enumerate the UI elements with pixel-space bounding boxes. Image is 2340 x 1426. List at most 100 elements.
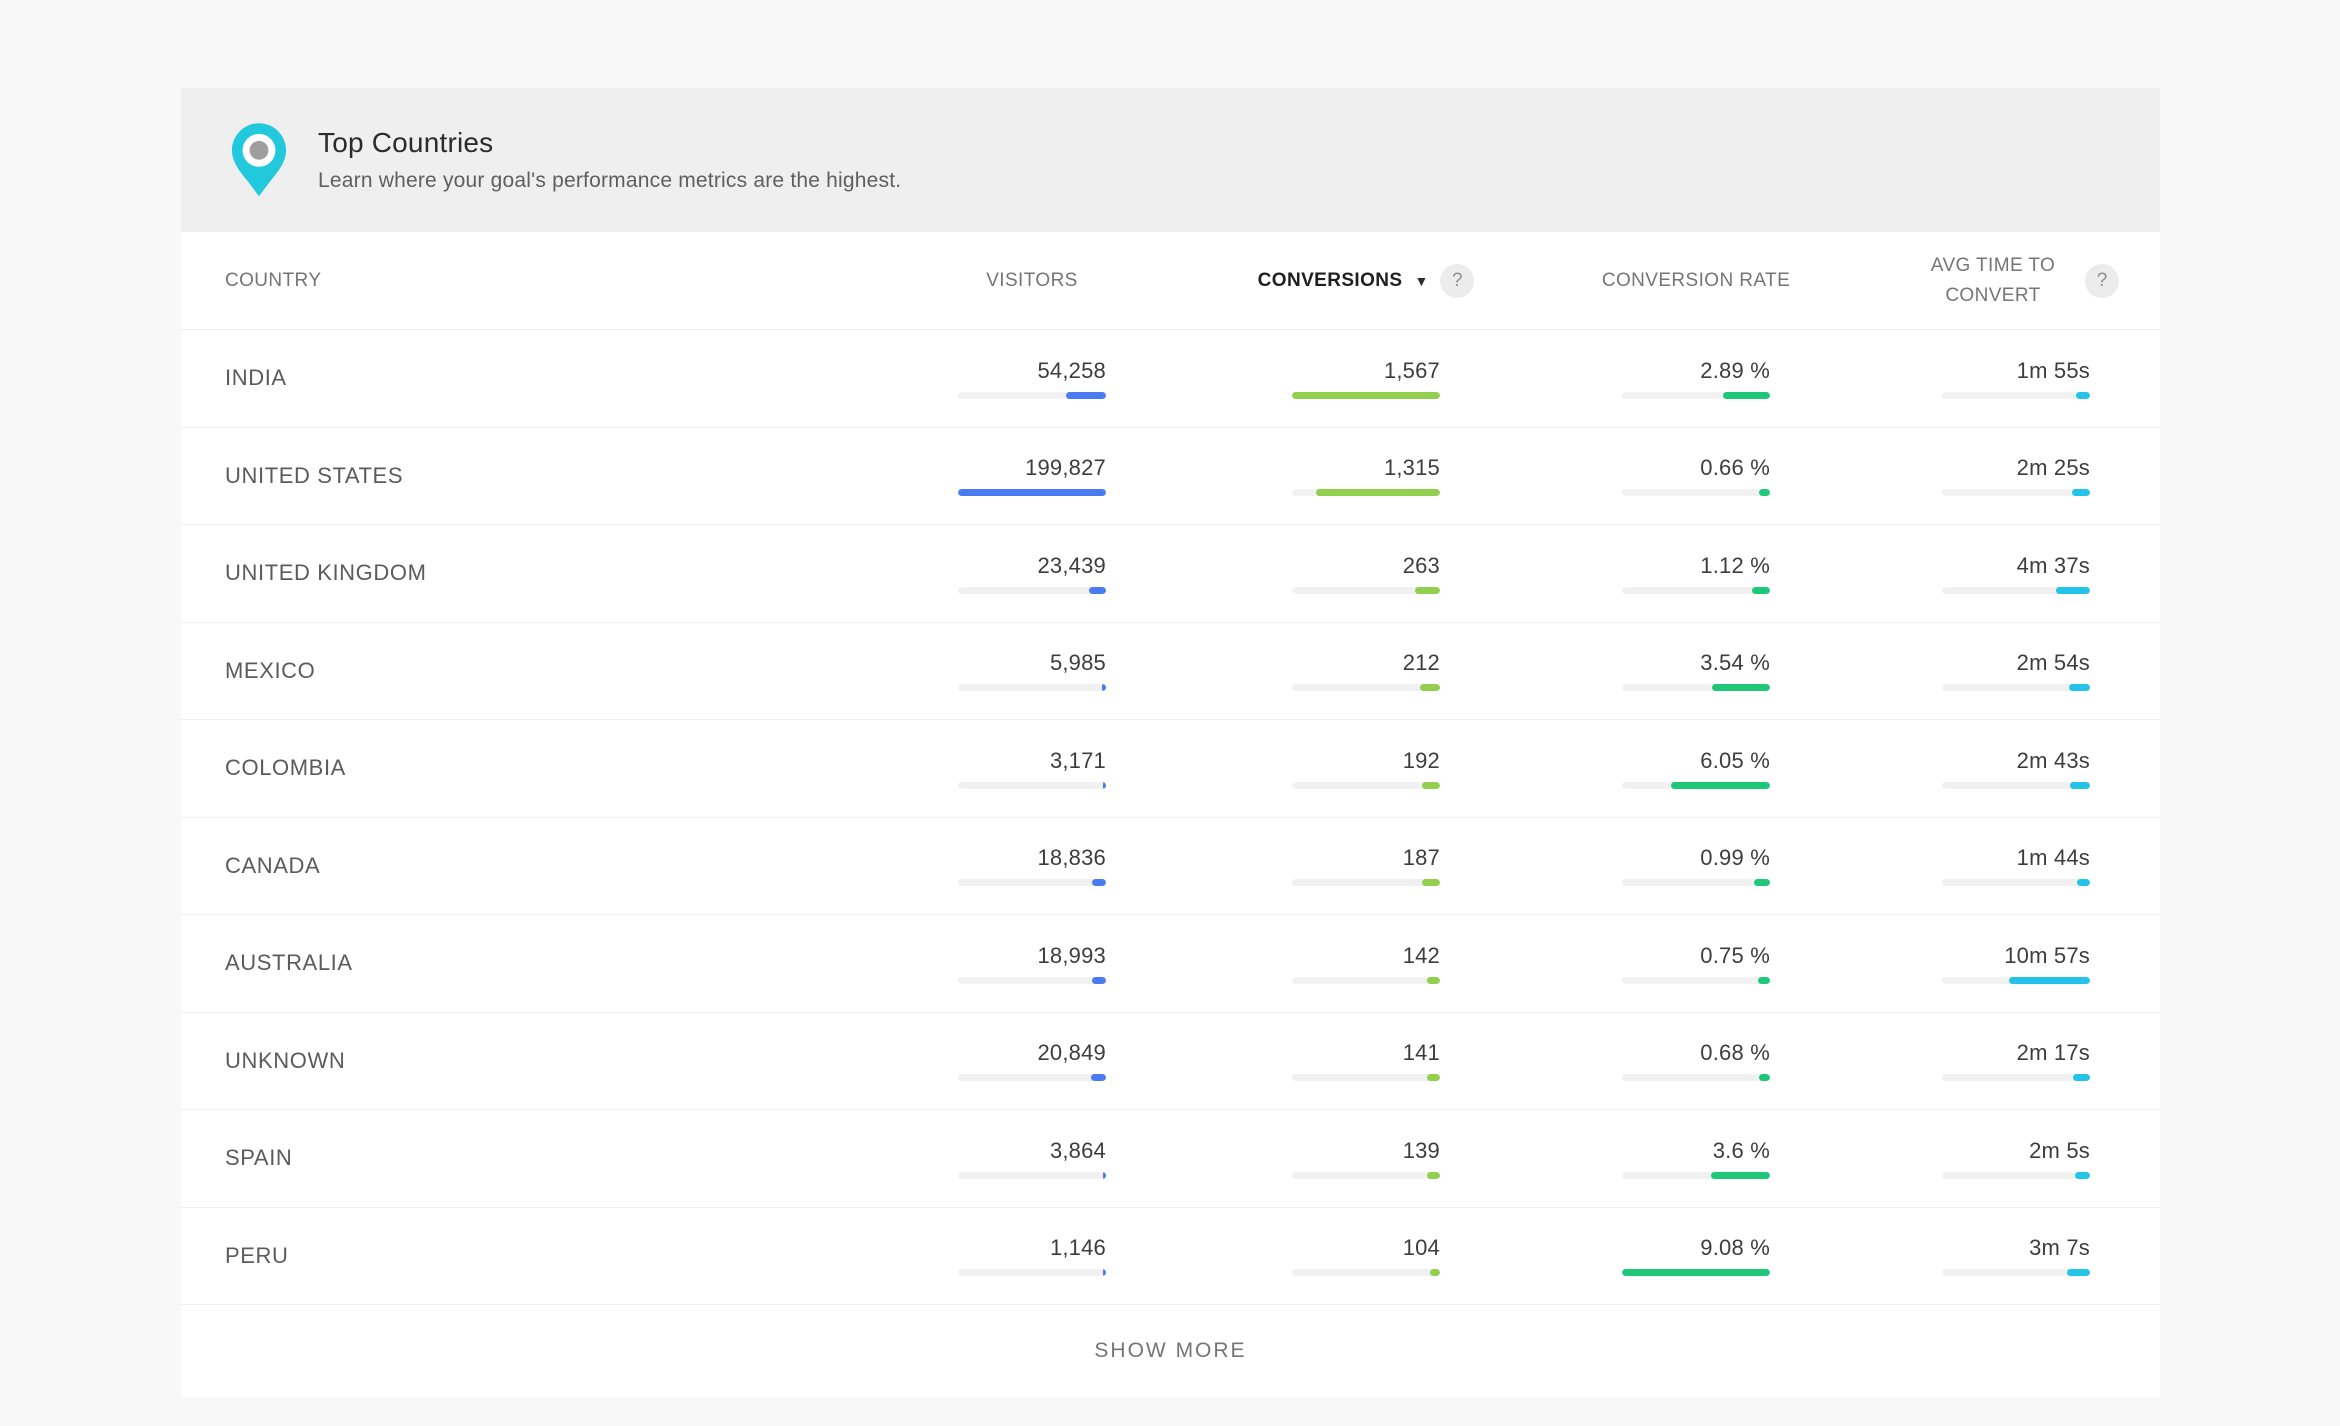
conversions-value: 192 xyxy=(1402,747,1440,773)
country-name: MEXICO xyxy=(225,657,316,683)
avg-time-value: 2m 17s xyxy=(2016,1040,2090,1066)
top-countries-card: Top Countries Learn where your goal's pe… xyxy=(181,88,2160,1397)
conversions-cell: 187 xyxy=(1292,845,1440,887)
visitors-value: 20,849 xyxy=(1037,1040,1106,1066)
conversion-rate-value: 2.89 % xyxy=(1700,357,1770,383)
conversion-rate-bar-track xyxy=(1622,391,1770,399)
country-name: UNITED KINGDOM xyxy=(225,560,427,586)
visitors-bar-fill xyxy=(1091,976,1106,984)
table-row: UNITED KINGDOM 23,439 263 1.12 % 4m 37s xyxy=(181,525,2160,623)
conversions-bar-fill xyxy=(1426,976,1440,984)
conversion-rate-bar-track xyxy=(1622,489,1770,497)
conversions-cell: 104 xyxy=(1292,1235,1440,1277)
conversion-rate-cell: 2.89 % xyxy=(1622,358,1770,399)
avg-time-bar-track xyxy=(1942,489,2090,497)
avg-time-cell: 2m 25s xyxy=(1942,455,2090,497)
avg-time-bar-fill xyxy=(2066,1269,2090,1277)
visitors-cell: 18,993 xyxy=(958,943,1106,984)
conversions-cell: 142 xyxy=(1292,943,1440,984)
conversion-rate-bar-track xyxy=(1622,1269,1770,1277)
conversions-bar-fill xyxy=(1420,684,1440,692)
conversions-value: 1,567 xyxy=(1383,357,1440,383)
avg-time-bar-track xyxy=(1942,1171,2090,1179)
avg-time-bar-fill xyxy=(2077,879,2090,887)
conversion-rate-bar-fill xyxy=(1757,976,1770,984)
conversion-rate-value: 0.68 % xyxy=(1700,1040,1770,1066)
column-header-visitors[interactable]: VISITORS xyxy=(986,269,1078,291)
avg-time-bar-fill xyxy=(2069,781,2090,789)
conversion-rate-value: 3.6 % xyxy=(1712,1137,1770,1163)
visitors-bar-track xyxy=(958,1269,1106,1277)
visitors-bar-track xyxy=(958,391,1106,399)
conversion-rate-bar-fill xyxy=(1712,684,1770,692)
visitors-cell: 5,985 xyxy=(958,650,1106,692)
visitors-value: 3,171 xyxy=(1049,747,1106,773)
avg-time-value: 4m 37s xyxy=(2016,552,2090,578)
visitors-bar-track xyxy=(958,489,1106,497)
country-name: CANADA xyxy=(225,852,321,878)
visitors-value: 18,993 xyxy=(1037,942,1106,968)
conversion-rate-cell: 6.05 % xyxy=(1622,748,1770,789)
avg-time-value: 1m 44s xyxy=(2016,845,2090,871)
conversions-cell: 263 xyxy=(1292,553,1440,594)
avg-time-bar-track xyxy=(1942,1074,2090,1082)
conversion-rate-cell: 9.08 % xyxy=(1622,1235,1770,1277)
conversion-rate-bar-fill xyxy=(1671,781,1770,789)
visitors-bar-fill xyxy=(1103,781,1106,789)
conversion-rate-bar-fill xyxy=(1751,586,1770,594)
table-row: SPAIN 3,864 139 3.6 % 2m 5s xyxy=(181,1110,2160,1208)
conversions-value: 139 xyxy=(1402,1137,1440,1163)
table-row: MEXICO 5,985 212 3.54 % 2m 54s xyxy=(181,623,2160,720)
conversions-bar-track xyxy=(1292,781,1440,789)
column-header-avg-time[interactable]: AVG TIME TO CONVERT ? xyxy=(1931,251,2119,310)
conversion-rate-bar-fill xyxy=(1722,391,1770,399)
avg-time-value: 1m 55s xyxy=(2016,357,2090,383)
conversion-rate-bar-track xyxy=(1622,781,1770,789)
country-name: COLOMBIA xyxy=(225,755,346,781)
avg-time-bar-track xyxy=(1942,391,2090,399)
avg-time-bar-track xyxy=(1942,684,2090,692)
conversion-rate-bar-track xyxy=(1622,976,1770,984)
conversion-rate-value: 0.99 % xyxy=(1700,845,1770,871)
column-header-conversion-rate[interactable]: CONVERSION RATE xyxy=(1601,269,1791,291)
country-name: PERU xyxy=(225,1242,289,1268)
visitors-bar-fill xyxy=(1065,391,1106,399)
avg-time-value: 2m 54s xyxy=(2016,650,2090,676)
conversions-value: 141 xyxy=(1402,1040,1440,1066)
country-name: SPAIN xyxy=(225,1145,293,1171)
visitors-bar-track xyxy=(958,879,1106,887)
avg-time-help-icon[interactable]: ? xyxy=(2085,263,2119,298)
visitors-bar-track xyxy=(958,684,1106,692)
conversions-value: 187 xyxy=(1402,845,1440,871)
conversions-bar-track xyxy=(1292,489,1440,497)
conversions-bar-fill xyxy=(1430,1269,1440,1277)
avg-time-bar-fill xyxy=(2074,1171,2090,1179)
country-name: AUSTRALIA xyxy=(225,950,353,976)
conversion-rate-bar-track xyxy=(1622,586,1770,594)
conversion-rate-value: 1.12 % xyxy=(1700,552,1770,578)
avg-time-value: 2m 43s xyxy=(2016,747,2090,773)
conversions-bar-track xyxy=(1292,1269,1440,1277)
conversion-rate-cell: 0.99 % xyxy=(1622,845,1770,887)
visitors-cell: 54,258 xyxy=(958,358,1106,399)
country-name: UNKNOWN xyxy=(225,1047,346,1073)
visitors-bar-fill xyxy=(1101,684,1106,692)
visitors-bar-track xyxy=(958,976,1106,984)
conversions-cell: 141 xyxy=(1292,1040,1440,1082)
visitors-bar-fill xyxy=(958,489,1106,497)
conversion-rate-cell: 0.75 % xyxy=(1622,943,1770,984)
conversions-bar-track xyxy=(1292,879,1440,887)
visitors-cell: 1,146 xyxy=(958,1235,1106,1277)
column-header-conversions[interactable]: CONVERSIONS ▼ ? xyxy=(1258,263,1475,298)
avg-time-bar-fill xyxy=(2075,391,2090,399)
visitors-cell: 3,864 xyxy=(958,1138,1106,1179)
conversions-bar-fill xyxy=(1315,489,1440,497)
avg-time-bar-fill xyxy=(2073,1074,2090,1082)
visitors-cell: 23,439 xyxy=(958,553,1106,594)
conversions-bar-fill xyxy=(1426,1171,1440,1179)
conversions-help-icon[interactable]: ? xyxy=(1440,263,1475,298)
avg-time-bar-fill xyxy=(2072,489,2090,497)
show-more-button[interactable]: SHOW MORE xyxy=(1094,1339,1247,1362)
avg-time-value: 10m 57s xyxy=(2004,942,2090,968)
conversions-cell: 192 xyxy=(1292,748,1440,789)
